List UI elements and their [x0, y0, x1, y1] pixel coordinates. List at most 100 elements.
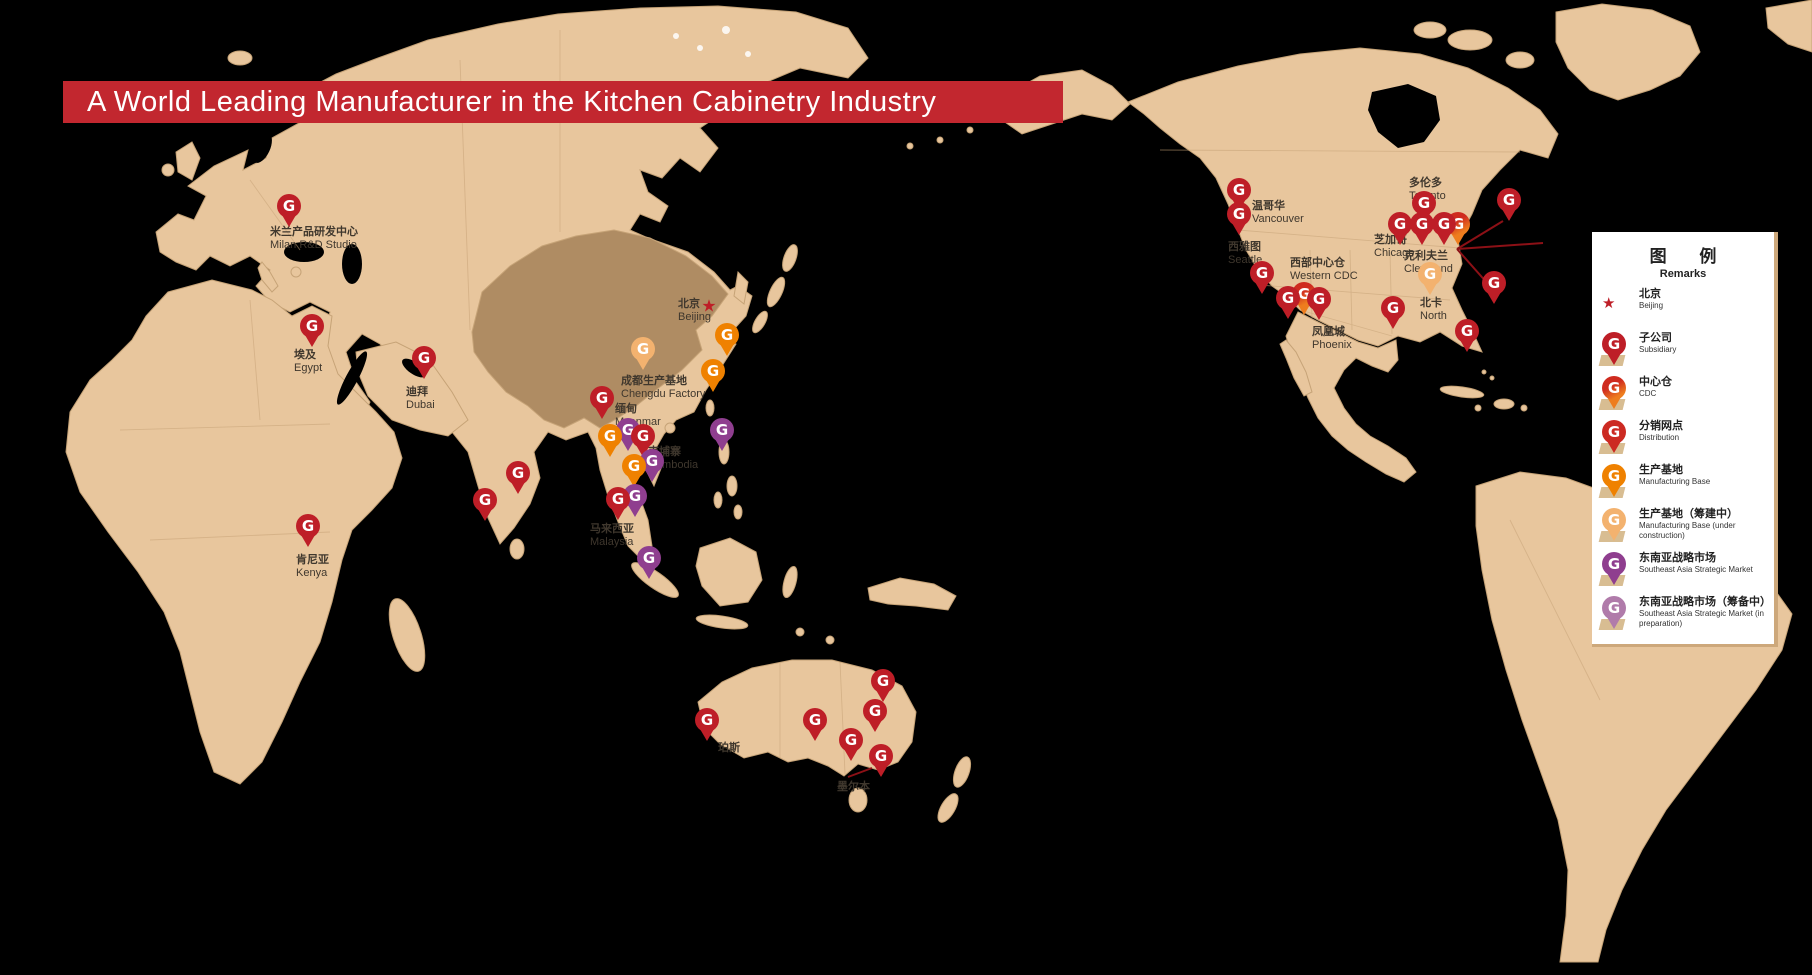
pin-subsidiary: G [606, 487, 630, 521]
pin-g-logo: G [1227, 202, 1251, 226]
landmass-philippines-3 [713, 491, 723, 509]
pin-subsidiary: G [277, 194, 301, 228]
pin-g-logo: G [1602, 332, 1626, 356]
pin-tail [1607, 617, 1621, 629]
map-label-en: Phoenix [1312, 338, 1352, 351]
pin-g-logo: G [300, 314, 324, 338]
landmass-uk [175, 141, 201, 181]
map-label-vancouver: 温哥华 Vancouver [1252, 200, 1304, 226]
pin-tail [1312, 308, 1326, 320]
country-borders [119, 30, 1601, 775]
pin-tail [1451, 233, 1465, 245]
map-label-malaysia: 马来西亚 Malaysia [590, 523, 634, 549]
landmass-tasmania [848, 787, 868, 813]
pin-g-logo: G [277, 194, 301, 218]
map-label-milan: 米兰产品研发中心 Milan R&D Studio [270, 226, 358, 252]
pin-mfg: G [622, 454, 646, 488]
pin-g-logo: G [1432, 212, 1456, 236]
landmass-srilanka [509, 538, 525, 560]
pin-g-logo: G [590, 386, 614, 410]
pin-subsidiary: G [839, 728, 863, 762]
pin-g-logo: G [1307, 287, 1331, 311]
map-label-zh: 马来西亚 [590, 523, 634, 535]
map-label-phoenix: 凤凰城 Phoenix [1312, 326, 1352, 352]
pin-g-logo: G [598, 424, 622, 448]
pin-subsidiary-legend-icon: G [1602, 332, 1626, 366]
landmass-newguinea [867, 577, 957, 611]
map-label-zh: 北卡 [1420, 297, 1442, 309]
map-label-zh: 凤凰城 [1312, 326, 1345, 338]
pin-tail [621, 439, 635, 451]
pin-g-logo: G [1602, 596, 1626, 620]
pin-g-logo: G [1388, 212, 1412, 236]
arctic-islands [673, 26, 751, 57]
pin-subsidiary: G [869, 744, 893, 778]
pin-tail [808, 729, 822, 741]
pin-g-logo: G [1602, 420, 1626, 444]
pin-tail [868, 720, 882, 732]
pin-g-logo: G [506, 461, 530, 485]
legend-pin-icon: G [1598, 596, 1630, 632]
map-label-zh: 克利夫兰 [1404, 250, 1448, 262]
pin-tail [1297, 303, 1311, 315]
map-label-zh: 温哥华 [1252, 200, 1285, 212]
pin-tail [1281, 307, 1295, 319]
pin-g-logo: G [631, 424, 655, 448]
pin-g-logo: G [296, 514, 320, 538]
pin-g-logo: G [1455, 319, 1479, 343]
pin-subsidiary: G [590, 386, 614, 420]
legend-row-text: 子公司 Subsidiary [1639, 332, 1676, 355]
star-glyph: ★ [1602, 295, 1616, 312]
pin-sea: G [637, 546, 661, 580]
pin-subsidiary: G [412, 346, 436, 380]
legend-title-zh: 图 例 [1649, 247, 1731, 266]
landmass-nz-north [952, 756, 972, 788]
pin-tail [1607, 441, 1621, 453]
pin-tail [305, 335, 319, 347]
pin-tail [301, 535, 315, 547]
legend-row-text: 北京 Beijing [1639, 288, 1663, 311]
pin-tail [603, 445, 617, 457]
pin-tail [1607, 485, 1621, 497]
map-label-wcdc: 西部中心仓 Western CDC [1290, 257, 1358, 283]
pin-tail [1232, 223, 1246, 235]
map-label-en: Chicago [1374, 246, 1415, 259]
pin-g-logo: G [631, 337, 655, 361]
pin-subsidiary: G [300, 314, 324, 348]
landmass-korea [733, 270, 749, 305]
map-label-en: Vancouver [1252, 212, 1304, 225]
legend-panel: 图 例 Remarks ★ 北京 Beijing G 子公司 Subsidiary G 中心仓… [1592, 232, 1778, 647]
pin-g-logo: G [871, 669, 895, 693]
legend-label-zh: 子公司 [1639, 332, 1672, 344]
legend-row-text: 生产基地（筹建中） Manufacturing Base (under const… [1639, 508, 1766, 541]
pin-g-logo: G [1381, 296, 1405, 320]
pin-subsidiary: G [1432, 212, 1456, 246]
landmass-jamaica [1474, 404, 1482, 412]
pin-tail [1437, 233, 1451, 245]
legend-row-subsidiary: G 子公司 Subsidiary [1598, 332, 1766, 368]
legend-label-en: Manufacturing Base (under construction) [1639, 521, 1736, 541]
pin-tail [645, 470, 659, 482]
landmass-greenland [1555, 3, 1701, 101]
landmass-africa [65, 279, 403, 785]
callout-line [1456, 242, 1544, 250]
map-label-zh: 肯尼亚 [296, 554, 329, 566]
legend-label-en: Beijing [1639, 301, 1664, 311]
pin-tail [1487, 292, 1501, 304]
pin-g-logo: G [1412, 191, 1436, 215]
landmass-bahamas-2 [1489, 375, 1495, 381]
pin-mfg-legend-icon: G [1602, 464, 1626, 498]
pin-tail [1393, 233, 1407, 245]
landmass-corner [1765, 0, 1812, 53]
legend-row-distribution: G 分销网点 Distribution [1598, 420, 1766, 456]
pin-g-logo: G [715, 323, 739, 347]
landmass-cuba [1439, 385, 1485, 399]
legend-label-en: Southeast Asia Strategic Market [1639, 565, 1753, 575]
legend-pin-icon: G [1598, 508, 1630, 544]
map-label-zh: 珀斯 [718, 742, 740, 754]
pin-tail [628, 505, 642, 517]
landmass-borneo [695, 537, 763, 607]
legend-pin-icon: G [1598, 332, 1630, 368]
